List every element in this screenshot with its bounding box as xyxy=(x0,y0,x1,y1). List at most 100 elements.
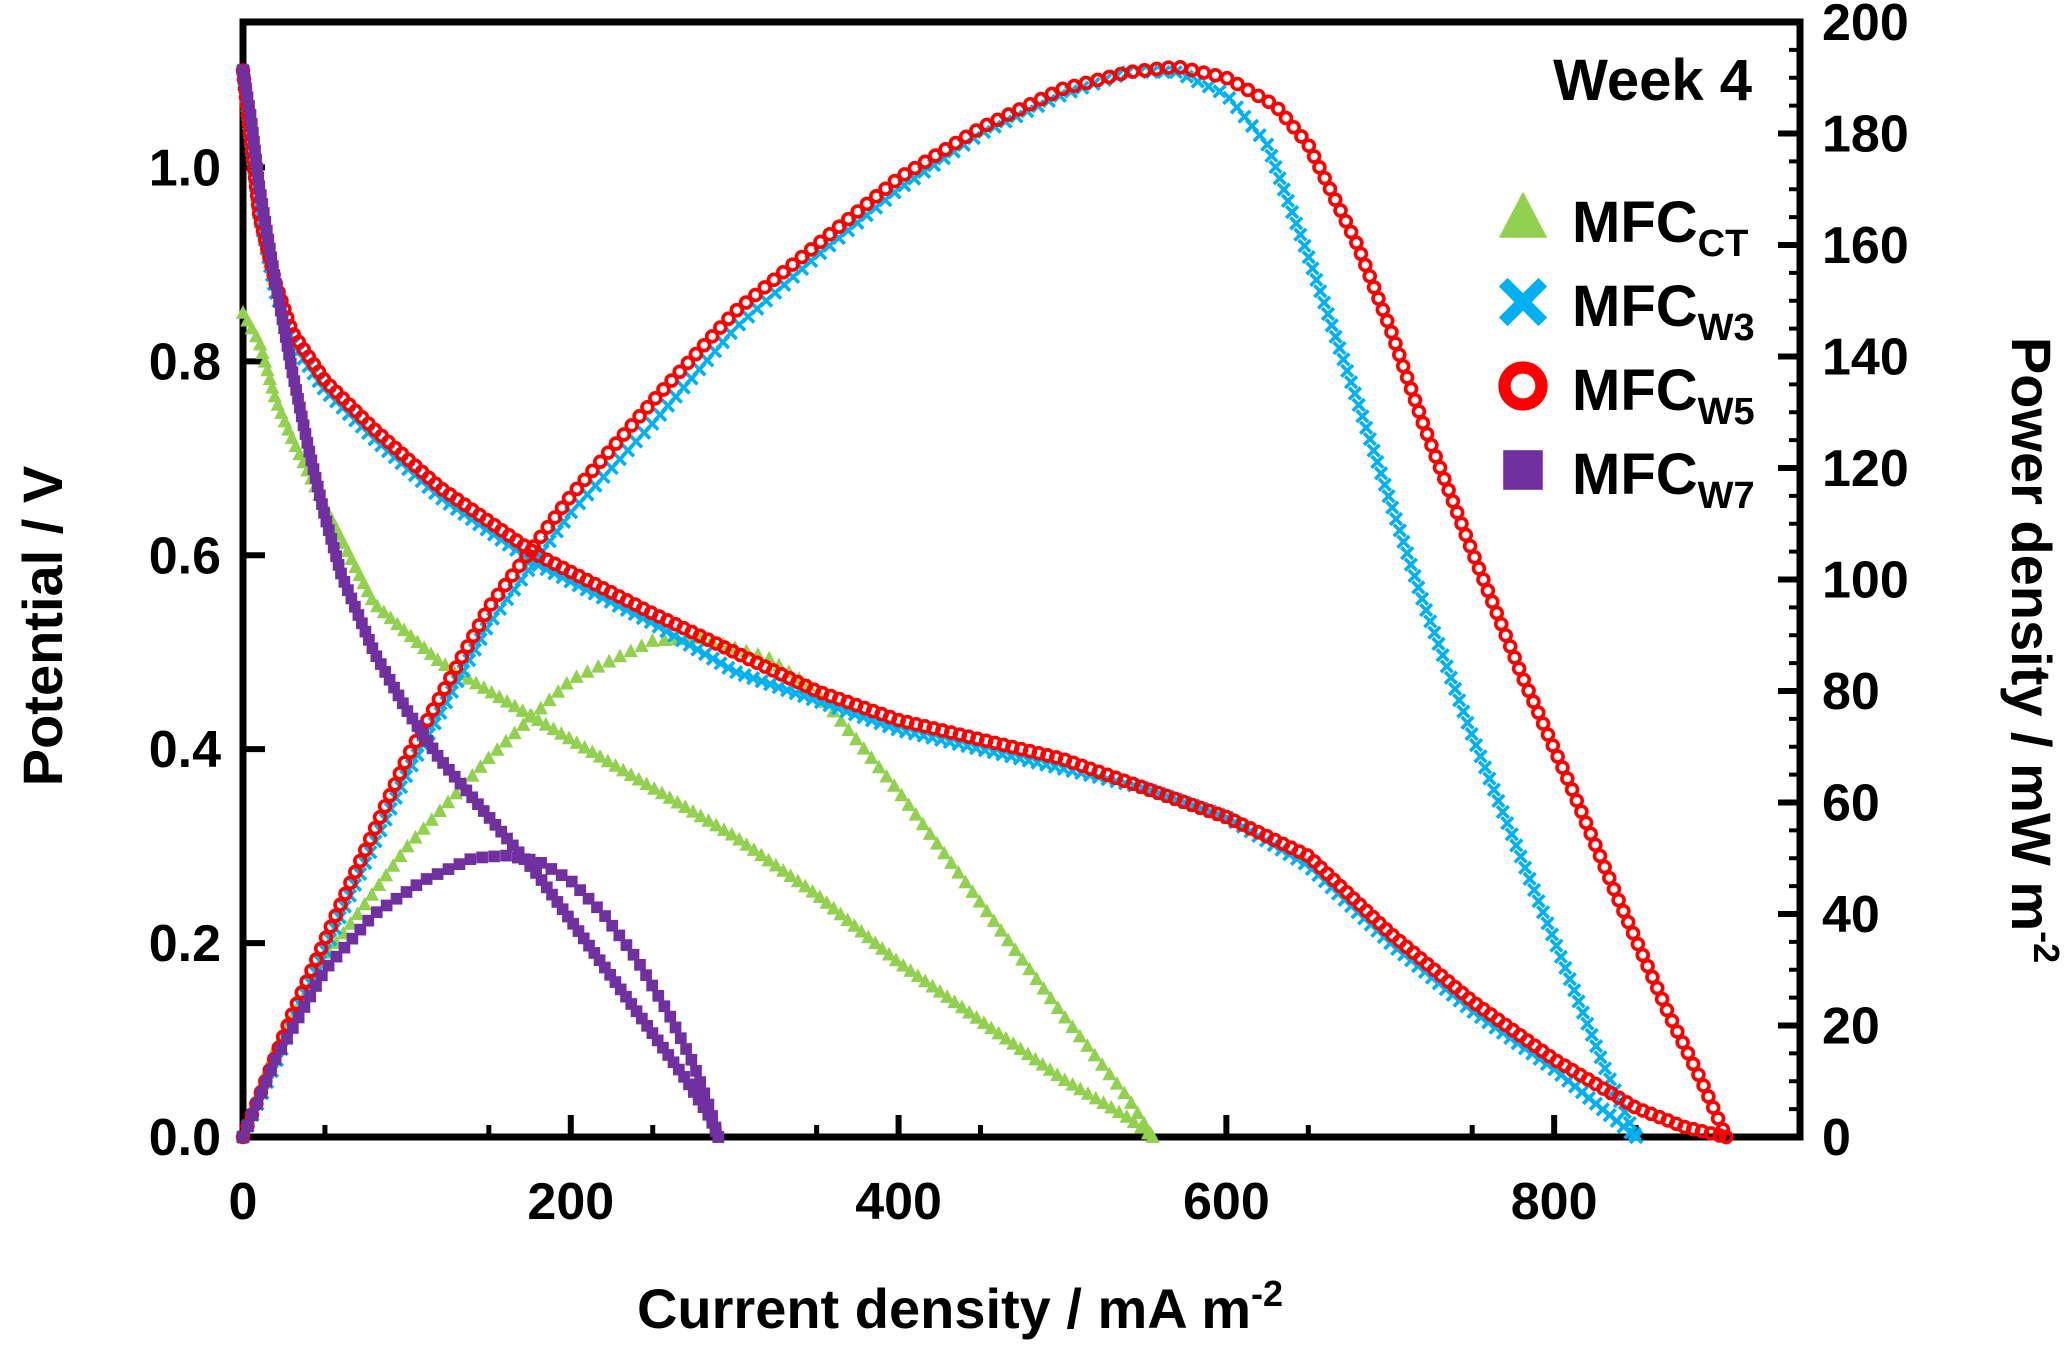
series-w3 xyxy=(237,65,1642,1143)
power-point xyxy=(698,1087,710,1099)
x-tick-label: 600 xyxy=(1183,1173,1270,1231)
power-point xyxy=(1334,342,1346,354)
legend-label: MFCW5 xyxy=(1572,358,1755,433)
power-point xyxy=(1506,828,1518,840)
power-point xyxy=(476,852,488,864)
power-point xyxy=(1524,873,1536,885)
power-point xyxy=(1475,750,1487,762)
power-point xyxy=(465,853,477,865)
power-point xyxy=(524,854,536,866)
power-point xyxy=(1453,694,1465,706)
power-point xyxy=(1491,608,1502,619)
power-point xyxy=(1466,728,1478,740)
power-point xyxy=(1390,338,1401,349)
power-point xyxy=(421,873,433,885)
power-point xyxy=(1586,1029,1598,1041)
power-point xyxy=(1509,652,1520,663)
legend-item-w5: MFCW5 xyxy=(1505,358,1755,433)
legend-label-name: MFC xyxy=(1572,190,1698,255)
power-point xyxy=(1488,784,1500,796)
y2-tick-label: 120 xyxy=(1822,440,1909,498)
power-point xyxy=(1478,574,1489,585)
power-point xyxy=(1282,195,1294,207)
power-point xyxy=(1187,64,1198,75)
y-tick-label: 0.6 xyxy=(149,527,221,585)
power-point xyxy=(1345,376,1357,388)
y-tick-label: 0.2 xyxy=(149,915,221,973)
legend-label-name: MFC xyxy=(1572,274,1698,339)
y2-tick-label: 180 xyxy=(1822,106,1909,164)
legend: MFCCTMFCW3MFCW5MFCW7 xyxy=(1499,190,1755,517)
power-point xyxy=(281,1033,293,1045)
power-point xyxy=(1274,172,1286,184)
legend-marker xyxy=(1499,192,1547,238)
power-point xyxy=(1604,873,1615,884)
power-point xyxy=(1576,806,1587,817)
power-point xyxy=(1057,83,1068,94)
power-point xyxy=(1412,582,1424,594)
power-point xyxy=(1470,739,1482,751)
power-point xyxy=(1449,683,1461,695)
power-point xyxy=(1409,570,1421,582)
y-tick-label: 1.0 xyxy=(149,139,221,197)
power-point xyxy=(1266,150,1278,162)
legend-item-w7: MFCW7 xyxy=(1503,442,1754,517)
power-point xyxy=(256,1087,268,1099)
power-point xyxy=(694,1076,706,1088)
power-point xyxy=(1496,619,1507,630)
power-point xyxy=(1270,161,1282,173)
power-point xyxy=(703,1099,715,1111)
power-point xyxy=(1500,630,1511,641)
power-point xyxy=(432,868,444,880)
y2-tick-label: 0 xyxy=(1822,1109,1851,1167)
power-point xyxy=(1210,70,1221,81)
legend-label: MFCW7 xyxy=(1572,442,1755,517)
power-point xyxy=(1447,496,1458,507)
legend-label-subscript: CT xyxy=(1698,223,1749,265)
y2-tick-label: 140 xyxy=(1822,329,1909,387)
y2-axis-title-text: Power density / mW m xyxy=(2000,337,2063,931)
legend-label-subscript: W7 xyxy=(1698,475,1755,517)
power-point xyxy=(1426,440,1437,451)
power-point xyxy=(658,1000,670,1012)
power-point xyxy=(1368,445,1380,457)
power-point xyxy=(1214,86,1226,98)
power-point xyxy=(1567,784,1578,795)
y2-tick-label: 200 xyxy=(1822,0,1909,52)
power-point xyxy=(1590,1040,1602,1052)
y-tick-label: 0.8 xyxy=(149,333,221,391)
power-point xyxy=(1505,641,1516,652)
power-point xyxy=(1326,319,1338,331)
power-point xyxy=(1445,672,1457,684)
power-point xyxy=(242,1120,254,1132)
power-point xyxy=(310,980,322,992)
power-point xyxy=(546,863,558,875)
panel-annotation: Week 4 xyxy=(1553,48,1752,113)
power-point xyxy=(1482,585,1493,596)
legend-marker xyxy=(1503,450,1543,490)
legend-item-ct: MFCCT xyxy=(1499,190,1748,265)
power-point xyxy=(1413,406,1424,417)
legend-marker xyxy=(1503,282,1543,322)
power-point xyxy=(1573,996,1585,1008)
power-point xyxy=(706,1110,718,1122)
power-point xyxy=(670,1022,682,1034)
legend-item-w3: MFCW3 xyxy=(1503,274,1754,349)
series-ct xyxy=(236,305,1160,1143)
power-point xyxy=(1595,850,1606,861)
power-point xyxy=(1456,518,1467,529)
legend-label-name: MFC xyxy=(1572,442,1698,507)
power-point xyxy=(488,851,500,863)
y2-axis-title-superscript: -2 xyxy=(2026,931,2067,963)
power-point xyxy=(1401,547,1413,559)
power-point xyxy=(1286,206,1298,218)
power-point xyxy=(1510,840,1522,852)
y2-axis-title: Power density / mW m-2 xyxy=(2000,337,2067,963)
power-point xyxy=(1394,349,1405,360)
power-point xyxy=(1398,536,1410,548)
power-point xyxy=(1599,862,1610,873)
legend-label: MFCCT xyxy=(1572,190,1748,265)
power-point xyxy=(1314,285,1326,297)
power-point xyxy=(680,1043,692,1055)
x-tick-label: 800 xyxy=(1511,1173,1598,1231)
